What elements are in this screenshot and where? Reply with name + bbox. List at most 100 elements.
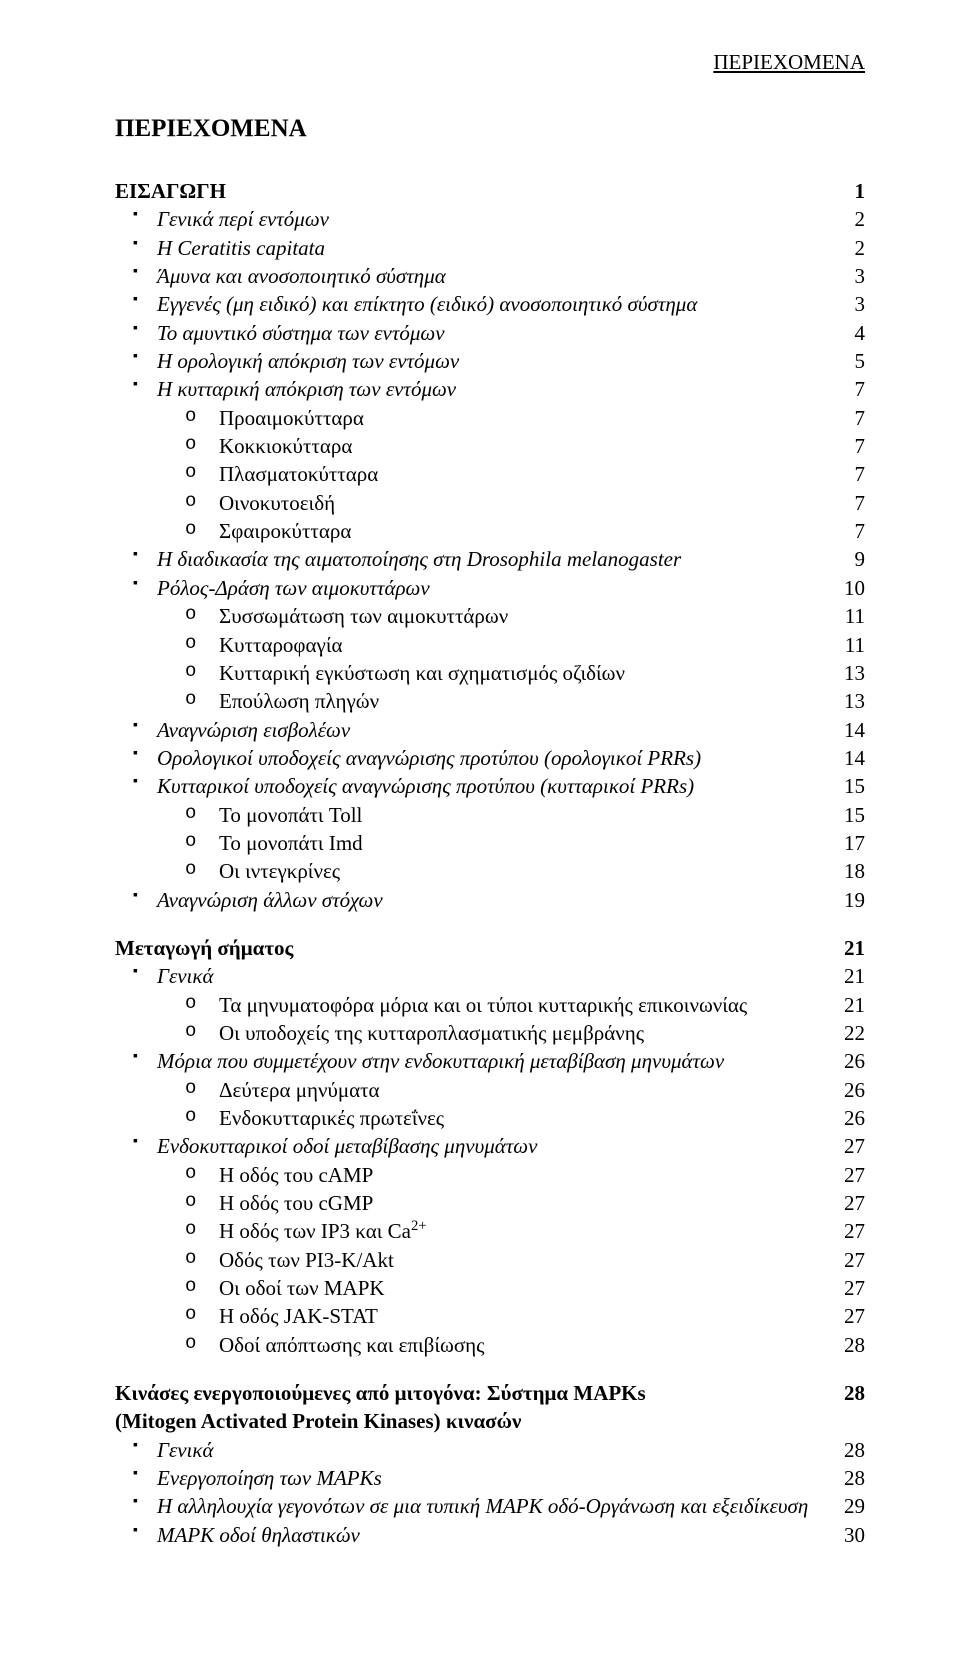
item-page: 28	[825, 1436, 865, 1464]
item-page: 9	[825, 545, 865, 573]
subitem-label-pre: Η οδός των IP3 και Ca	[219, 1219, 411, 1243]
toc-subitem: Οι ιντεγκρίνες 18	[115, 857, 865, 885]
subitem-page: 7	[825, 404, 865, 432]
subitem-page: 27	[825, 1161, 865, 1189]
toc-subitem: Η οδός JAK-STAT 27	[115, 1302, 865, 1330]
toc-item: Αναγνώριση άλλων στόχων 19	[115, 886, 865, 914]
toc-heading-mapk: Κινάσες ενεργοποιούμενες από μιτογόνα: Σ…	[115, 1379, 865, 1407]
subitem-page: 7	[825, 460, 865, 488]
toc-item: Κυτταρικοί υποδοχείς αναγνώρισης προτύπο…	[115, 772, 865, 800]
subitem-label: Οινοκυτοειδή	[219, 489, 825, 517]
toc-item: Εγγενές (μη ειδικό) και επίκτητο (ειδικό…	[115, 290, 865, 318]
subitem-page: 28	[825, 1331, 865, 1359]
subitem-label: Η οδός JAK-STAT	[219, 1302, 825, 1330]
subitem-page: 26	[825, 1104, 865, 1132]
toc-item: Ενδοκυτταρικοί οδοί μεταβίβασης μηνυμάτω…	[115, 1132, 865, 1160]
toc-item: MAPK οδοί θηλαστικών 30	[115, 1521, 865, 1549]
subitem-label: Προαιμοκύτταρα	[219, 404, 825, 432]
item-page: 30	[825, 1521, 865, 1549]
toc-heading-intro: ΕΙΣΑΓΩΓΗ 1	[115, 177, 865, 205]
subitem-label: Πλασματοκύτταρα	[219, 460, 825, 488]
toc-subitem: Κυτταροφαγία 11	[115, 631, 865, 659]
superscript: 2+	[411, 1218, 427, 1234]
toc-item: Γενικά 28	[115, 1436, 865, 1464]
toc-item: Μόρια που συμμετέχουν στην ενδοκυτταρική…	[115, 1047, 865, 1075]
subitem-page: 26	[825, 1076, 865, 1104]
toc-subitem: Η οδός του cGMP 27	[115, 1189, 865, 1217]
item-page: 19	[825, 886, 865, 914]
subitem-label: Το μονοπάτι Toll	[219, 801, 825, 829]
item-label: Ορολογικοί υποδοχείς αναγνώρισης προτύπο…	[157, 744, 825, 772]
item-page: 26	[825, 1047, 865, 1075]
toc-subitem: Πλασματοκύτταρα 7	[115, 460, 865, 488]
item-page: 3	[825, 262, 865, 290]
toc-subitem: Κυτταρική εγκύστωση και σχηματισμός οζιδ…	[115, 659, 865, 687]
toc-subitem: Το μονοπάτι Toll 15	[115, 801, 865, 829]
toc-item: Γενικά 21	[115, 962, 865, 990]
subitem-page: 11	[825, 602, 865, 630]
subitem-page: 27	[825, 1217, 865, 1245]
item-label: Άμυνα και ανοσοποιητικό σύστημα	[157, 262, 825, 290]
item-page: 7	[825, 375, 865, 403]
toc-subitem: Κοκκιοκύτταρα 7	[115, 432, 865, 460]
subitem-page: 21	[825, 991, 865, 1019]
subitem-page: 18	[825, 857, 865, 885]
item-label: Η ορολογική απόκριση των εντόμων	[157, 347, 825, 375]
running-header: ΠΕΡΙΕΧΟΜΕΝΑ	[115, 50, 865, 75]
subitem-page: 22	[825, 1019, 865, 1047]
item-label: Αναγνώριση εισβολέων	[157, 716, 825, 744]
subitem-label: Οι υποδοχείς της κυτταροπλασματικής μεμβ…	[219, 1019, 825, 1047]
toc-subitem: Οδός των PI3-K/Akt 27	[115, 1246, 865, 1274]
item-label: Κυτταρικοί υποδοχείς αναγνώρισης προτύπο…	[157, 772, 825, 800]
item-label: Η Ceratitis capitata	[157, 234, 825, 262]
toc-subitem-ip3-ca: Η οδός των IP3 και Ca2+ 27	[115, 1217, 865, 1245]
toc-item: Ορολογικοί υποδοχείς αναγνώρισης προτύπο…	[115, 744, 865, 772]
subitem-page: 27	[825, 1302, 865, 1330]
item-page: 14	[825, 744, 865, 772]
item-label: Το αμυντικό σύστημα των εντόμων	[157, 319, 825, 347]
toc-heading-signaling: Μεταγωγή σήματος 21	[115, 934, 865, 962]
heading-label: ΕΙΣΑΓΩΓΗ	[115, 177, 825, 205]
item-label: Η αλληλουχία γεγονότων σε μια τυπική MAP…	[157, 1492, 825, 1520]
subitem-page: 7	[825, 432, 865, 460]
heading-label: Μεταγωγή σήματος	[115, 934, 825, 962]
subitem-page: 15	[825, 801, 865, 829]
item-page: 10	[825, 574, 865, 602]
toc-heading-mapk-line2: (Mitogen Activated Protein Kinases) κινα…	[115, 1407, 865, 1435]
item-label: Αναγνώριση άλλων στόχων	[157, 886, 825, 914]
subitem-label: Οι οδοί των MAPK	[219, 1274, 825, 1302]
subitem-page: 17	[825, 829, 865, 857]
subitem-label: Οι ιντεγκρίνες	[219, 857, 825, 885]
item-label: Γενικά	[157, 962, 825, 990]
item-label: Ενδοκυτταρικοί οδοί μεταβίβασης μηνυμάτω…	[157, 1132, 825, 1160]
heading-page: 21	[825, 934, 865, 962]
item-page: 28	[825, 1464, 865, 1492]
toc-subitem: Δεύτερα μηνύματα 26	[115, 1076, 865, 1104]
subitem-label: Επούλωση πληγών	[219, 687, 825, 715]
item-page: 5	[825, 347, 865, 375]
toc-subitem: Τα μηνυματοφόρα μόρια και οι τύποι κυττα…	[115, 991, 865, 1019]
subitem-label: Το μονοπάτι Imd	[219, 829, 825, 857]
heading-page: 28	[825, 1379, 865, 1407]
item-label: Εγγενές (μη ειδικό) και επίκτητο (ειδικό…	[157, 290, 825, 318]
item-page: 15	[825, 772, 865, 800]
toc-item: Η κυτταρική απόκριση των εντόμων 7	[115, 375, 865, 403]
toc-item: Ενεργοποίηση των MAPKs 28	[115, 1464, 865, 1492]
subitem-label: Τα μηνυματοφόρα μόρια και οι τύποι κυττα…	[219, 991, 825, 1019]
subitem-page: 27	[825, 1189, 865, 1217]
subitem-label: Η οδός του cGMP	[219, 1189, 825, 1217]
toc-subitem: Προαιμοκύτταρα 7	[115, 404, 865, 432]
subitem-label: Η οδός των IP3 και Ca2+	[219, 1217, 825, 1245]
subitem-page: 27	[825, 1246, 865, 1274]
subitem-label: Κυτταρική εγκύστωση και σχηματισμός οζιδ…	[219, 659, 825, 687]
toc-subitem: Ενδοκυτταρικές πρωτεΐνες 26	[115, 1104, 865, 1132]
toc-subitem: Συσσωμάτωση των αιμοκυττάρων 11	[115, 602, 865, 630]
subitem-page: 11	[825, 631, 865, 659]
toc-item: Το αμυντικό σύστημα των εντόμων 4	[115, 319, 865, 347]
toc-subitem: Οινοκυτοειδή 7	[115, 489, 865, 517]
toc-item: Η ορολογική απόκριση των εντόμων 5	[115, 347, 865, 375]
item-label: Γενικά	[157, 1436, 825, 1464]
subitem-label: Ενδοκυτταρικές πρωτεΐνες	[219, 1104, 825, 1132]
document-title: ΠΕΡΙΕΧΟΜΕΝΑ	[115, 115, 865, 143]
item-label: Η διαδικασία της αιματοποίησης στη Droso…	[157, 545, 825, 573]
